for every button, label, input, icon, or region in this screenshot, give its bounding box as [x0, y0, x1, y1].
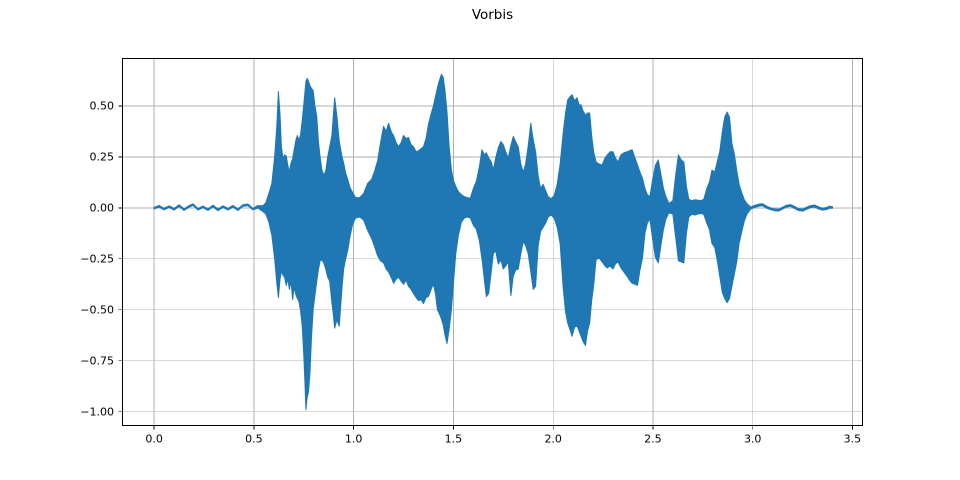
waveform-series: [153, 73, 833, 411]
tick-marks: [118, 105, 853, 430]
x-tick-label: 1.0: [345, 433, 363, 446]
x-tick-label: 3.5: [844, 433, 862, 446]
x-tick-label: 3.0: [744, 433, 762, 446]
x-tick-label: 2.0: [544, 433, 562, 446]
chart-title: Vorbis: [471, 7, 514, 23]
y-tick-label: −0.75: [80, 355, 114, 368]
y-tick-label: −1.00: [80, 406, 114, 419]
x-tick-label: 0.5: [245, 433, 263, 446]
axes-spines: [122, 58, 863, 426]
tick-labels: 0.0 0.5 1.0 1.5 2.0 2.5 3.0 3.5 0.50 0.25 0.00 −0.2…: [80, 100, 861, 446]
y-tick-label: 0.25: [90, 151, 115, 164]
x-tick-label: 2.5: [644, 433, 662, 446]
y-tick-label: −0.25: [80, 253, 114, 266]
y-tick-label: 0.50: [90, 100, 115, 113]
x-tick-label: 1.5: [445, 433, 463, 446]
y-tick-label: −0.50: [80, 304, 114, 317]
y-tick-label: 0.00: [90, 202, 115, 215]
x-tick-label: 0.0: [145, 433, 163, 446]
